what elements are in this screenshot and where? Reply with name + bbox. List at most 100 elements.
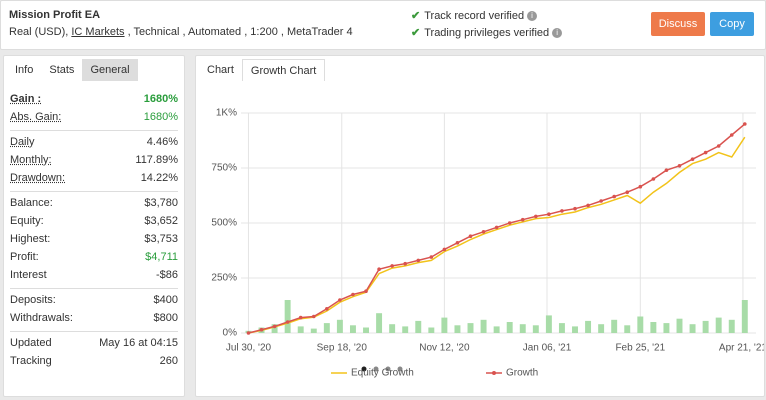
stats-row: Withdrawals: $800 bbox=[10, 309, 178, 327]
y-tick-label: 1K% bbox=[216, 108, 237, 119]
series-marker bbox=[677, 164, 682, 168]
volume-bar bbox=[558, 323, 565, 333]
stat-label: Balance: bbox=[10, 197, 53, 209]
volume-bar bbox=[415, 320, 422, 333]
volume-bar bbox=[624, 325, 631, 333]
series-marker bbox=[599, 199, 603, 203]
series-marker bbox=[625, 190, 630, 194]
series-marker bbox=[429, 255, 434, 259]
verified-text: Track record verified bbox=[424, 10, 525, 22]
volume-bar bbox=[663, 323, 670, 333]
tab[interactable]: Info bbox=[15, 64, 34, 76]
series-marker bbox=[664, 168, 669, 172]
volume-bar bbox=[428, 327, 435, 333]
legend-label: Equity Growth bbox=[351, 368, 414, 379]
verified-text: Trading privileges verified bbox=[424, 27, 550, 39]
stats-row: Drawdown: 14.22% bbox=[10, 169, 178, 187]
stat-label: Interest bbox=[10, 269, 47, 281]
stat-label: Equity: bbox=[10, 215, 44, 227]
verified-item: ✔ Trading privileges verified i bbox=[411, 26, 563, 39]
volume-bar bbox=[728, 319, 735, 333]
series-marker bbox=[442, 247, 447, 252]
series-marker bbox=[573, 206, 577, 211]
volume-bar bbox=[363, 327, 369, 333]
volume-bar bbox=[598, 324, 605, 333]
volume-bar bbox=[297, 326, 304, 333]
series-line bbox=[248, 136, 746, 334]
broker-link[interactable]: IC Markets bbox=[71, 26, 125, 38]
series-marker bbox=[534, 214, 538, 219]
stats-group: Balance: $3,780 Equity: $3,652 Highest: $3,75… bbox=[10, 192, 178, 289]
series-marker bbox=[311, 314, 316, 319]
carousel-dots bbox=[361, 366, 403, 372]
x-tick-label: Jan 06, '21 bbox=[523, 343, 572, 354]
y-tick-label: 500% bbox=[211, 218, 237, 229]
volume-bar bbox=[454, 325, 461, 333]
series-marker bbox=[338, 298, 342, 302]
volume-bar bbox=[349, 325, 356, 333]
series-marker bbox=[507, 221, 512, 225]
chart: 0% 250% 500% 750% 1K% Jul 30, '20 Sep 18, '20 N… bbox=[211, 108, 764, 379]
series-marker bbox=[690, 157, 695, 161]
x-tick-label: Feb 25, '21 bbox=[615, 343, 665, 354]
chart-panel: Chart Growth Chart 0% 250% 500% 750% 1K% Jul … bbox=[195, 55, 765, 397]
series-marker bbox=[703, 150, 708, 155]
stat-label: Daily bbox=[10, 136, 35, 148]
series-marker bbox=[364, 289, 368, 293]
tabs: Chart Growth Chart bbox=[199, 59, 326, 81]
series-marker bbox=[560, 209, 564, 213]
x-tick-label: Jul 30, '20 bbox=[226, 343, 272, 354]
title: Mission Profit EA bbox=[9, 9, 101, 21]
series-marker bbox=[259, 327, 264, 332]
stat-label: Highest: bbox=[10, 233, 51, 245]
series-marker bbox=[494, 225, 499, 230]
series-marker bbox=[403, 261, 408, 266]
volume-bar bbox=[376, 313, 383, 333]
volume-bar bbox=[715, 317, 722, 333]
series-marker bbox=[481, 230, 486, 234]
volume-bar bbox=[323, 323, 330, 333]
stats-row: Profit: $4,711 bbox=[10, 248, 178, 266]
tab[interactable]: General bbox=[82, 59, 138, 81]
stat-label: Updated bbox=[10, 337, 52, 349]
series-marker bbox=[729, 133, 734, 137]
discuss-button[interactable]: Discuss bbox=[651, 12, 705, 36]
stat-value: 4.46% bbox=[146, 136, 178, 148]
legend-marker bbox=[492, 371, 496, 375]
volume-bar bbox=[637, 316, 644, 333]
tab[interactable]: Chart bbox=[207, 64, 234, 76]
stats-row: Tracking 260 bbox=[10, 352, 178, 370]
stat-label: Profit: bbox=[10, 251, 39, 263]
stat-label: Deposits: bbox=[10, 294, 56, 306]
stat-label: Drawdown: bbox=[10, 172, 66, 184]
stats-group: Gain : 1680% Abs. Gain: 1680% bbox=[10, 88, 178, 131]
stats-list: Gain : 1680% Abs. Gain: 1680% Daily 4.46% Mont… bbox=[10, 88, 178, 374]
subtitle-text: , Technical , Automated , 1:200 , MetaTr… bbox=[127, 26, 353, 38]
stat-value: 14.22% bbox=[140, 172, 178, 184]
volume-bar bbox=[441, 317, 448, 333]
series-marker bbox=[298, 315, 303, 320]
stats-row: Deposits: $400 bbox=[10, 291, 178, 309]
stat-value: $3,780 bbox=[144, 197, 178, 209]
stats-group: Daily 4.46% Monthly: 117.89% Drawdown: 14.22% bbox=[10, 131, 178, 192]
volume-bar bbox=[310, 328, 317, 333]
stats-panel: Info Stats General Gain :1680% Abs. Gain:… bbox=[3, 55, 185, 397]
verified-item: ✔ Track record verified i bbox=[411, 9, 538, 22]
volume-bar bbox=[532, 325, 539, 333]
stats-row: Updated May 16 at 04:15 bbox=[10, 334, 178, 352]
volume-bar bbox=[467, 323, 474, 333]
copy-button[interactable]: Copy bbox=[710, 12, 754, 36]
series-marker bbox=[468, 234, 473, 238]
x-tick-label: Apr 21, '21 bbox=[719, 343, 764, 354]
stat-label: Monthly: bbox=[10, 154, 52, 166]
stat-label: Tracking bbox=[10, 355, 52, 367]
stat-value: $3,753 bbox=[144, 233, 178, 245]
volume-bar bbox=[689, 324, 696, 333]
series-marker bbox=[520, 217, 525, 222]
stat-label: Withdrawals: bbox=[10, 312, 73, 324]
tab[interactable]: Growth Chart bbox=[241, 59, 326, 81]
stats-row: Balance: $3,780 bbox=[10, 194, 178, 212]
tab[interactable]: Stats bbox=[49, 64, 75, 76]
